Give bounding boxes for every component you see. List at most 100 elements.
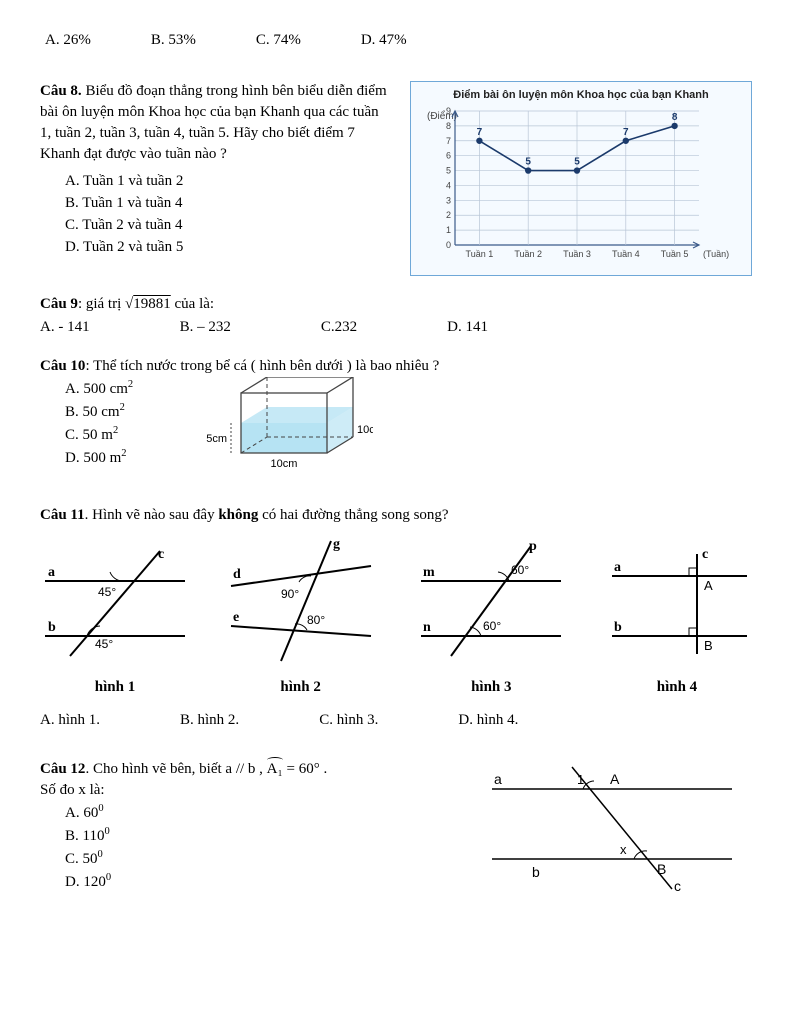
fig4-svg: abcAB bbox=[602, 536, 752, 666]
svg-text:b: b bbox=[48, 620, 56, 635]
svg-text:Tuần 3: Tuần 3 bbox=[563, 249, 591, 259]
svg-text:45°: 45° bbox=[95, 637, 113, 651]
question-9: Câu 9: giá trị √19881 của là: A. - 141 B… bbox=[40, 294, 752, 338]
q11-opt-d: D. hình 4. bbox=[458, 710, 518, 731]
q9-opt-c: C.232 bbox=[321, 317, 357, 338]
svg-text:90°: 90° bbox=[281, 587, 299, 601]
svg-text:c: c bbox=[702, 547, 708, 562]
top-answer-row: A. 26% B. 53% C. 74% D. 47% bbox=[40, 30, 752, 51]
svg-text:n: n bbox=[423, 620, 431, 635]
svg-text:Tuần 2: Tuần 2 bbox=[514, 249, 542, 259]
svg-text:9: 9 bbox=[446, 106, 451, 116]
svg-text:c: c bbox=[158, 547, 164, 562]
svg-text:3: 3 bbox=[446, 196, 451, 206]
q9-sqrt: 19881 bbox=[133, 296, 171, 312]
q9-text2: của là: bbox=[171, 296, 214, 312]
ans-a: A. 26% bbox=[45, 30, 91, 51]
svg-text:1: 1 bbox=[577, 772, 584, 787]
q11-fig1: a b c 45° 45° hình 1 bbox=[40, 536, 190, 698]
q12-line2: Số đo x là: bbox=[40, 780, 432, 801]
svg-text:a: a bbox=[494, 771, 502, 787]
question-12: Câu 12. Cho hình vẽ bên, biết a // b , A… bbox=[40, 759, 752, 899]
svg-text:c: c bbox=[674, 878, 681, 894]
ans-c: C. 74% bbox=[256, 30, 301, 51]
svg-text:e: e bbox=[233, 610, 239, 625]
svg-text:Tuần 4: Tuần 4 bbox=[612, 249, 640, 259]
q12-opt-c: C. 500 bbox=[65, 848, 432, 870]
svg-text:7: 7 bbox=[477, 127, 483, 138]
q10-opt-b: B. 50 cm2 bbox=[65, 401, 133, 423]
q8-opt-c: C. Tuần 2 và tuần 4 bbox=[65, 215, 392, 236]
svg-text:8: 8 bbox=[446, 121, 451, 131]
q8-label: Câu 8. bbox=[40, 83, 82, 99]
fig3-label: hình 3 bbox=[411, 677, 571, 698]
svg-text:m: m bbox=[423, 565, 435, 580]
svg-text:(Tuần): (Tuần) bbox=[703, 249, 729, 259]
ans-b: B. 53% bbox=[151, 30, 196, 51]
q11-figures: abc45°45° hình 1 deg90°80° hình 2 mnp60°… bbox=[40, 536, 752, 698]
q12-opt-d: D. 1200 bbox=[65, 871, 432, 893]
q11-opt-b: B. hình 2. bbox=[180, 710, 239, 731]
q8-opt-a: A. Tuần 1 và tuần 2 bbox=[65, 171, 392, 192]
q11-fig4: abcAB hình 4 bbox=[602, 536, 752, 698]
svg-text:8: 8 bbox=[672, 112, 678, 123]
q10-label: Câu 10 bbox=[40, 358, 85, 374]
fig4-label: hình 4 bbox=[602, 677, 752, 698]
q9-label: Câu 9 bbox=[40, 296, 78, 312]
svg-text:a: a bbox=[614, 560, 621, 575]
q11-text: . Hình vẽ nào sau đây bbox=[85, 507, 219, 523]
svg-text:B: B bbox=[704, 638, 713, 653]
q10-text: : Thể tích nước trong bể cá ( hình bên d… bbox=[85, 358, 439, 374]
q11-fig3: mnp60°60° hình 3 bbox=[411, 536, 571, 698]
q8-text: Biểu đồ đoạn thẳng trong hình bên biểu d… bbox=[40, 83, 387, 162]
fig2-label: hình 2 bbox=[221, 677, 381, 698]
q8-chart-svg: (Điểm)0123456789Tuần 1Tuần 2Tuần 3Tuần 4… bbox=[421, 105, 741, 265]
q12-angle-val: = 60° . bbox=[283, 761, 327, 777]
q12-fig-svg: abcAB1x bbox=[472, 759, 752, 899]
fig3-svg: mnp60°60° bbox=[411, 536, 571, 666]
question-8: Câu 8. Biểu đồ đoạn thẳng trong hình bên… bbox=[40, 81, 752, 276]
q9-opt-a: A. - 141 bbox=[40, 317, 90, 338]
q10-opt-c: C. 50 m2 bbox=[65, 424, 133, 446]
q9-text: : giá trị bbox=[78, 296, 125, 312]
q11-opt-a: A. hình 1. bbox=[40, 710, 100, 731]
svg-text:10cm: 10cm bbox=[357, 424, 373, 436]
q9-opt-b: B. – 232 bbox=[180, 317, 231, 338]
svg-text:5: 5 bbox=[525, 157, 531, 168]
svg-text:B: B bbox=[657, 861, 666, 877]
q10-opt-d: D. 500 m2 bbox=[65, 447, 133, 469]
svg-text:a: a bbox=[48, 565, 55, 580]
q12-label: Câu 12 bbox=[40, 761, 85, 777]
svg-text:Tuần 1: Tuần 1 bbox=[466, 249, 494, 259]
q11-fig2: d e g 90° 80° hình 2 bbox=[221, 536, 381, 698]
q11-bold: không bbox=[218, 507, 258, 523]
fig1-svg: a b c 45° 45° bbox=[40, 536, 190, 666]
svg-text:45°: 45° bbox=[98, 585, 116, 599]
svg-text:7: 7 bbox=[446, 136, 451, 146]
svg-text:80°: 80° bbox=[307, 613, 325, 627]
q8-options: A. Tuần 1 và tuần 2 B. Tuần 1 và tuần 4 … bbox=[40, 171, 392, 258]
svg-text:6: 6 bbox=[446, 151, 451, 161]
q8-opt-b: B. Tuần 1 và tuần 4 bbox=[65, 193, 392, 214]
svg-text:5: 5 bbox=[574, 157, 580, 168]
q12-opt-b: B. 1100 bbox=[65, 825, 432, 847]
fig2-svg: d e g 90° 80° bbox=[221, 536, 381, 666]
q8-opt-d: D. Tuần 2 và tuần 5 bbox=[65, 237, 392, 258]
svg-text:60°: 60° bbox=[483, 619, 501, 633]
q10-options: A. 500 cm2 B. 50 cm2 C. 50 m2 D. 500 m2 bbox=[40, 377, 133, 470]
q12-angle-sym: A₁ bbox=[267, 759, 283, 780]
svg-text:d: d bbox=[233, 567, 241, 582]
svg-text:10cm: 10cm bbox=[271, 458, 298, 470]
svg-text:4: 4 bbox=[446, 181, 451, 191]
q8-chart: Điểm bài ôn luyện môn Khoa học của bạn K… bbox=[410, 81, 752, 276]
q11-opt-c: C. hình 3. bbox=[319, 710, 378, 731]
svg-text:g: g bbox=[333, 537, 340, 552]
q11-text2: có hai đường thẳng song song? bbox=[258, 507, 448, 523]
svg-text:Tuần 5: Tuần 5 bbox=[661, 249, 689, 259]
svg-text:60°: 60° bbox=[511, 563, 529, 577]
q12-opt-a: A. 600 bbox=[65, 802, 432, 824]
svg-text:A: A bbox=[704, 578, 713, 593]
fig1-label: hình 1 bbox=[40, 677, 190, 698]
q10-opt-a: A. 500 cm2 bbox=[65, 378, 133, 400]
svg-text:5: 5 bbox=[446, 166, 451, 176]
